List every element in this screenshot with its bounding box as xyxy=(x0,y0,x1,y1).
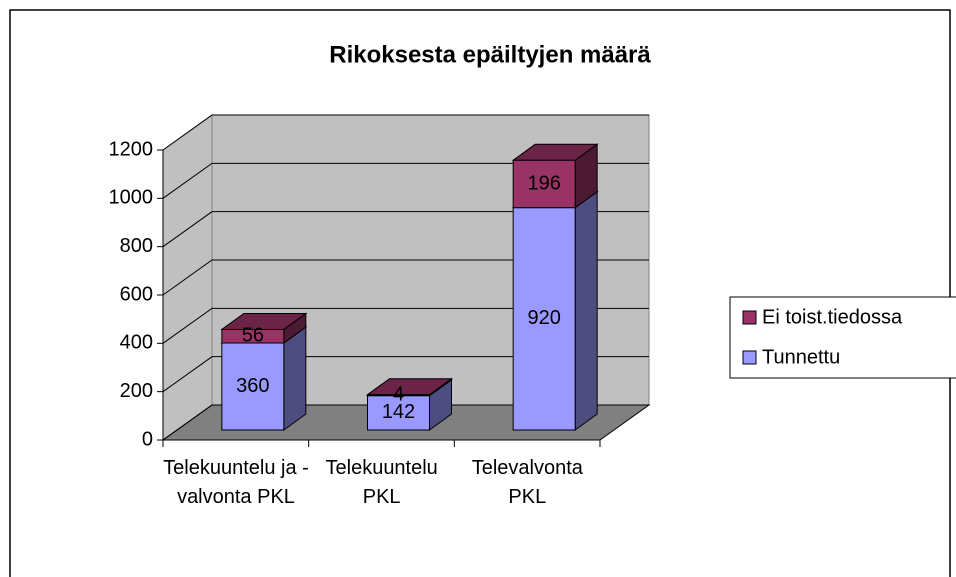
grid-line xyxy=(162,162,649,199)
bar xyxy=(512,159,576,209)
y-tick-label: 1200 xyxy=(109,138,154,160)
legend-box xyxy=(729,296,956,379)
y-tick-label: 0 xyxy=(142,428,153,450)
chart-title: Rikoksesta epäiltyjen määrä xyxy=(329,41,651,68)
grid-line xyxy=(162,114,649,151)
y-tick-label: 600 xyxy=(120,283,153,305)
bar-side xyxy=(574,190,598,431)
grid-line xyxy=(162,307,649,344)
bar xyxy=(367,394,430,397)
y-tick-label: 200 xyxy=(120,380,153,402)
grid-line xyxy=(162,404,649,441)
legend-swatch xyxy=(742,350,757,365)
value-label: 920 xyxy=(527,307,560,329)
bar xyxy=(221,328,285,344)
legend-label: Tunnettu xyxy=(762,346,840,368)
grid-line xyxy=(162,356,649,393)
value-label: 56 xyxy=(242,325,264,347)
bar-side xyxy=(283,326,307,431)
value-label: 4 xyxy=(393,383,404,405)
x-tick-label: Telekuuntelu ja -valvonta PKL xyxy=(163,457,309,508)
x-tick-label: Televalvonta PKL xyxy=(471,457,583,508)
legend-swatch xyxy=(742,310,757,325)
bar xyxy=(367,395,430,431)
value-label: 196 xyxy=(527,172,560,194)
y-tick-label: 1000 xyxy=(109,187,154,209)
grid-line xyxy=(162,259,649,296)
y-tick-label: 800 xyxy=(120,235,153,257)
grid-line xyxy=(162,211,649,248)
value-label: 142 xyxy=(382,401,415,423)
value-label: 360 xyxy=(236,375,269,397)
bar xyxy=(221,342,285,431)
y-tick-label: 400 xyxy=(120,332,153,354)
legend-label: Ei toist.tiedossa xyxy=(762,306,903,328)
bar xyxy=(512,207,576,431)
x-tick-label: Telekuuntelu PKL xyxy=(325,457,438,508)
